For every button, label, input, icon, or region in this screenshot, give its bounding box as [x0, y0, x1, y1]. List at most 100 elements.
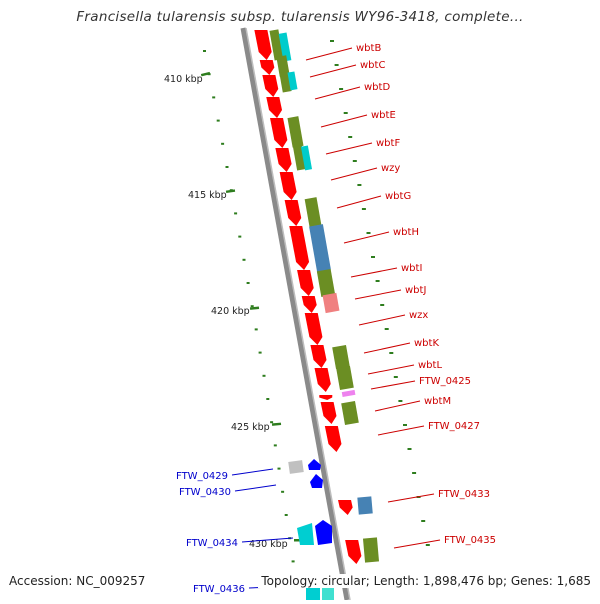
gene-label-wbtD[interactable]: wbtD — [364, 82, 390, 93]
gene-label-wbtL[interactable]: wbtL — [418, 360, 442, 371]
forward-cds-arrow[interactable] — [266, 97, 283, 118]
gene-label-connector — [325, 142, 373, 155]
scale-minor-tick — [258, 351, 262, 354]
outer-ring-tick — [339, 88, 344, 90]
map-title: Francisella tularensis subsp. tularensis… — [76, 9, 524, 25]
forward-cds-arrow[interactable] — [254, 30, 272, 60]
gene-label-wbtF[interactable]: wbtF — [376, 138, 400, 149]
scale-minor-tick — [262, 374, 266, 377]
outer-ring-tick — [343, 112, 348, 114]
scale-minor-tick — [221, 142, 225, 145]
forward-cds-arrow[interactable] — [324, 426, 342, 452]
scale-minor-tick — [250, 305, 254, 308]
gene-label-wbtC[interactable]: wbtC — [360, 60, 385, 71]
scale-minor-tick — [225, 166, 229, 168]
cog-block-FTW_0435[interactable] — [362, 537, 380, 563]
gene-label-connector — [363, 342, 411, 354]
cog-block-wbtM[interactable] — [341, 400, 359, 426]
outer-ring-tick — [412, 472, 417, 474]
gene-label-connector — [367, 364, 415, 375]
genome-backbone — [240, 27, 350, 601]
gene-label-connector — [350, 267, 398, 278]
genome-backbone-shadow — [245, 27, 351, 601]
scale-minor-tick — [246, 282, 250, 284]
gene-label-FTW_0425[interactable]: FTW_0425 — [419, 376, 471, 387]
cog-block-wbtJ[interactable] — [322, 292, 340, 314]
gene-label-wbtK[interactable]: wbtK — [414, 338, 439, 349]
forward-cds-arrow[interactable] — [270, 118, 288, 148]
gene-label-connector — [309, 64, 357, 78]
gene-label-wbtB[interactable]: wbtB — [356, 43, 381, 54]
gene-label-FTW_0433[interactable]: FTW_0433 — [438, 489, 490, 500]
reverse-cds-FTW_0430-b[interactable] — [310, 474, 323, 488]
cog-block-wbtC[interactable] — [276, 55, 290, 77]
forward-cds-arrow[interactable] — [314, 368, 331, 392]
scale-minor-tick — [270, 421, 274, 424]
scale-major-tick-430 — [294, 539, 303, 542]
forward-cds-arrow[interactable] — [319, 395, 333, 400]
forward-cds-arrow[interactable] — [310, 345, 327, 368]
gene-label-connector — [320, 114, 368, 128]
cog-block-wbtF-teal[interactable] — [300, 145, 313, 171]
gene-label-FTW_0429[interactable]: FTW_0429 — [176, 471, 228, 482]
cog-block-wbtH[interactable] — [309, 224, 331, 272]
forward-cds-arrow[interactable] — [301, 296, 317, 313]
cog-track — [269, 29, 380, 563]
gene-label-wbtE[interactable]: wbtE — [371, 110, 396, 121]
scale-minor-tick — [277, 467, 281, 470]
outer-ring-tick — [425, 544, 430, 546]
cog-block-wbtG[interactable] — [304, 197, 322, 227]
forward-cds-arrow[interactable] — [275, 148, 292, 172]
forward-cds-arrow[interactable] — [284, 200, 302, 226]
scale-minor-tick — [291, 560, 295, 563]
gene-label-wzx[interactable]: wzx — [409, 310, 428, 321]
reverse-cds-FTW_0434-b[interactable] — [315, 520, 332, 545]
forward-cds-arrow[interactable] — [304, 313, 323, 345]
outer-ring-tick — [384, 328, 389, 330]
gene-label-wzy[interactable]: wzy — [381, 163, 400, 174]
forward-cds-arrow[interactable] — [289, 226, 310, 270]
cog-block-wbtL[interactable] — [336, 365, 354, 391]
cog-block-wbtB-teal[interactable] — [278, 32, 292, 62]
scale-minor-tick — [273, 444, 277, 447]
forward-cds-arrow[interactable] — [320, 402, 337, 424]
reverse-cds-FTW_0429[interactable] — [288, 460, 304, 474]
reverse-cds-FTW_0434-a[interactable] — [297, 523, 314, 545]
cog-block-wbtB[interactable] — [269, 29, 284, 61]
cog-block-wbtD-teal[interactable] — [287, 71, 298, 91]
gene-label-wbtG[interactable]: wbtG — [385, 191, 411, 202]
cog-block-wbtI[interactable] — [316, 268, 336, 298]
scale-labels: 410 kbp 415 kbp 420 kbp 425 kbp 430 kbp — [164, 71, 303, 550]
forward-cds-arrow[interactable] — [279, 172, 297, 200]
forward-cds-arrow[interactable] — [259, 60, 275, 75]
scale-minor-tick — [284, 514, 288, 516]
gene-label-wbtM[interactable]: wbtM — [424, 396, 451, 407]
cog-block-wbtK[interactable] — [332, 344, 350, 370]
gene-label-FTW_0430[interactable]: FTW_0430 — [179, 487, 231, 498]
scale-minor-tick — [234, 212, 238, 215]
gene-label-connector — [354, 289, 402, 300]
cog-block-FTW_0433[interactable] — [357, 496, 373, 515]
scale-minor-tick — [212, 96, 216, 99]
gene-label-FTW_0436[interactable]: FTW_0436 — [193, 584, 245, 595]
gene-label-FTW_0434[interactable]: FTW_0434 — [186, 538, 238, 549]
gene-label-connector — [358, 314, 406, 326]
forward-cds-arrow[interactable] — [338, 500, 353, 515]
gene-label-wbtH[interactable]: wbtH — [393, 227, 419, 238]
gene-label-connector — [241, 537, 294, 543]
gene-label-wbtI[interactable]: wbtI — [401, 263, 422, 274]
gene-label-FTW_0435[interactable]: FTW_0435 — [444, 535, 496, 546]
gene-label-connector — [370, 380, 416, 390]
gene-label-FTW_0427[interactable]: FTW_0427 — [428, 421, 480, 432]
forward-cds-arrow[interactable] — [297, 270, 314, 296]
forward-cds-arrow[interactable] — [262, 75, 279, 97]
outer-ring-tick — [334, 64, 339, 66]
cog-block-FTW_0425[interactable] — [341, 389, 356, 397]
gene-label-wbtJ[interactable]: wbtJ — [405, 285, 426, 296]
cog-block-wbtE[interactable] — [287, 116, 304, 148]
forward-cds-arrow[interactable] — [345, 540, 362, 564]
gene-label-connector — [393, 539, 441, 549]
reverse-cds-FTW_0430-a[interactable] — [308, 459, 321, 470]
